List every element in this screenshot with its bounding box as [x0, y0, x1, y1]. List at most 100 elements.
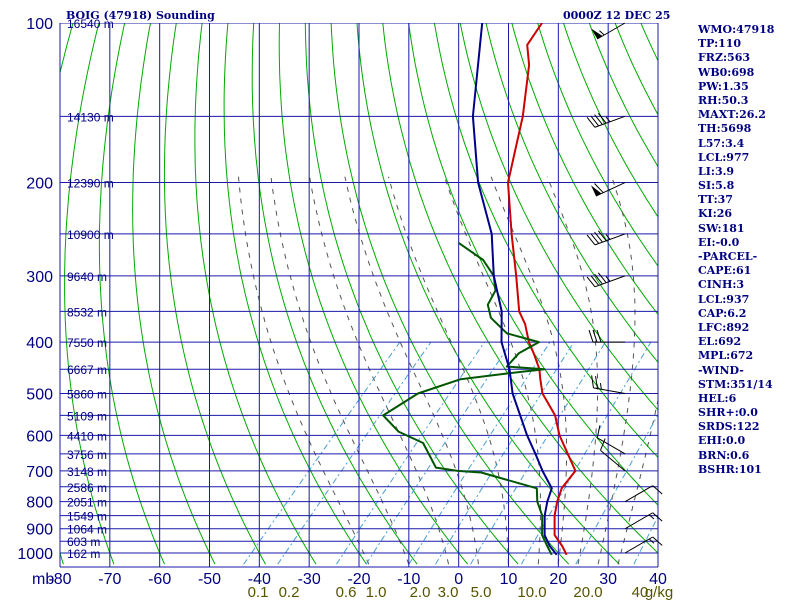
wind-barb-flag [590, 185, 602, 197]
mixing-ratio-label: 0.1 [248, 584, 269, 600]
dry-adiabat [382, 23, 658, 554]
parameter-item: SW:181 [698, 221, 745, 235]
mixing-ratio-label: 3.0 [438, 584, 459, 600]
parameter-item: PW:1.35 [698, 79, 749, 93]
parameter-item: SRDS:122 [698, 420, 760, 434]
wind-barb-full [590, 115, 600, 127]
mixing-ratio-line [277, 341, 432, 565]
dry-adiabat [304, 23, 519, 565]
pressure-tick-label: 800 [26, 495, 53, 512]
dry-adiabat [194, 23, 317, 565]
height-label: 162 m [67, 547, 100, 561]
wind-barb-full [652, 485, 663, 495]
wind-barb-staff [597, 22, 626, 40]
mixing-ratio-line [633, 515, 658, 565]
wind-barb-half [648, 514, 655, 520]
wind-barb-staff [624, 536, 653, 554]
mixing-ratio-label: 5.0 [471, 584, 492, 600]
wind-barb-full [594, 183, 604, 194]
temperature-tick-label: -60 [148, 571, 171, 588]
mixing-ratio-label: 0.2 [279, 584, 300, 600]
wind-barb-half [648, 538, 655, 544]
moist-adiabat [309, 176, 450, 565]
height-label: 3756 m [67, 448, 107, 462]
wind-barb-full [590, 275, 600, 286]
pressure-tick-label: 400 [26, 335, 53, 352]
parameter-item: MAXT:26.2 [698, 108, 766, 122]
parameter-item: L57:3.4 [698, 136, 745, 150]
mixing-ratio-label: 2.0 [410, 584, 431, 600]
wind-barb-flag [591, 28, 603, 39]
parameter-item: EL:692 [698, 335, 742, 349]
moist-adiabat [597, 176, 636, 565]
mixing-ratio-line [408, 341, 551, 565]
wind-barb [600, 438, 626, 472]
pressure-tick-label: 600 [26, 428, 53, 445]
chart-title: BOIG (47918) Sounding [66, 9, 215, 22]
wind-barb-full [594, 114, 603, 125]
wind-barb-full [596, 329, 602, 343]
mixing-ratio-label: 40 [632, 584, 649, 600]
mixing-ratio-line [243, 341, 401, 565]
mixing-ratio-line [336, 341, 485, 565]
temperature-tick-label: -10 [397, 571, 420, 588]
wind-barb-full [586, 276, 596, 288]
height-label: 603 m [67, 535, 100, 549]
temperature-tick-label: 10 [500, 571, 518, 588]
series-dewpoint-line [382, 242, 553, 556]
height-label: 12390 m [67, 177, 114, 191]
wind-barb-half [605, 276, 611, 282]
parameter-item: -WIND- [698, 363, 744, 377]
series-temperature-line [507, 23, 577, 556]
wind-barb [624, 485, 663, 503]
chart-datetime: 0000Z 12 DEC 25 [563, 9, 671, 22]
moist-adiabat [490, 176, 568, 565]
temperature-tick-label: -70 [98, 571, 121, 588]
parameter-list: WMO:47918 TP:110 FRZ:563 WB0:698 PW:1.35 RH:5… [698, 23, 798, 477]
wind-barb-full [596, 425, 601, 438]
wind-barb-full [597, 230, 607, 242]
height-label: 16540 m [67, 17, 114, 31]
temperature-tick-label: -40 [248, 571, 271, 588]
wind-barb-staff [597, 437, 626, 455]
wind-barb-staff [600, 449, 626, 472]
parameter-item: TH:5698 [698, 122, 752, 136]
wind-barb [586, 272, 626, 288]
parameter-item: LCL:977 [698, 150, 750, 164]
parameter-item: SI:5.8 [698, 179, 735, 193]
pressure-tick-label: 500 [26, 386, 53, 403]
dry-adiabat [223, 23, 368, 565]
temperature-tick-label: 20 [549, 571, 567, 588]
moist-adiabat [617, 397, 658, 565]
dry-adiabat [537, 23, 658, 267]
series-parcel-line [471, 23, 558, 556]
parameter-item: CAP:6.2 [698, 306, 747, 320]
height-label: 1549 m [67, 510, 107, 524]
wind-barb-full [590, 233, 600, 244]
moist-adiabat [546, 176, 599, 565]
wind-barb-half [599, 30, 605, 36]
moist-adiabat [238, 176, 370, 565]
pressure-tick-label: 200 [26, 176, 53, 193]
parameter-item: KI:26 [698, 207, 733, 221]
dry-adiabat [356, 23, 620, 565]
moist-adiabat [344, 176, 479, 565]
moist-adiabat [270, 176, 410, 565]
wind-barb [624, 536, 663, 554]
dry-adiabat [98, 23, 165, 565]
pressure-tick-label: 900 [26, 522, 53, 539]
parameter-item: MPL:672 [698, 349, 754, 363]
height-label: 6667 m [67, 363, 107, 377]
moist-adiabat [388, 176, 509, 565]
height-label: 7550 m [67, 336, 107, 350]
wind-barb-half [605, 116, 611, 123]
parameter-item: LFC:892 [698, 320, 750, 334]
wind-barb-full [586, 117, 596, 128]
parameter-item: BSHR:101 [698, 462, 762, 476]
parameter-item: TP:110 [698, 37, 742, 51]
mixing-ratio-label: g/kg [645, 584, 673, 600]
wind-barb [586, 112, 626, 128]
mixing-ratio-label: 0.6 [336, 584, 357, 600]
height-label: 3148 m [67, 465, 107, 479]
